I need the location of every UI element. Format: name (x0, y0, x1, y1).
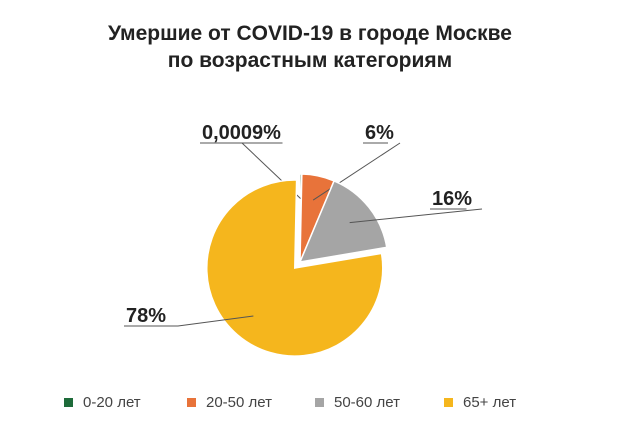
legend-label-0-20: 0-20 лет (83, 394, 141, 411)
leader-line-50-60 (349, 208, 483, 224)
legend-swatch-0-20 (64, 398, 73, 407)
chart-title-line-1: Умершие от COVID-19 в городе Москве (108, 22, 512, 45)
legend-swatch-50-60 (315, 398, 324, 407)
legend-swatch-20-50 (187, 398, 196, 407)
chart-title-line-2: по возрастным категориям (167, 49, 453, 72)
legend-label-50-60: 50-60 лет (334, 394, 400, 411)
legend-label-65-plus: 65+ лет (463, 394, 517, 411)
legend-item-65-plus: 65+ лет (444, 394, 516, 411)
legend: 0-20 лет 20-50 лет 50-60 лет 65+ лет (0, 394, 620, 416)
pie-slice-50-60 (298, 179, 388, 263)
pie-slice-65-plus (206, 179, 384, 357)
legend-swatch-65-plus (444, 398, 453, 407)
legend-label-20-50: 20-50 лет (206, 394, 272, 411)
data-label-65-plus: 78% (126, 305, 166, 327)
legend-item-50-60: 50-60 лет (315, 394, 400, 411)
chart-title: Умершие от COVID-19 в городе Москве по в… (0, 20, 620, 74)
data-label-20-50: 6% (365, 122, 394, 144)
legend-item-0-20: 0-20 лет (64, 394, 141, 411)
leader-line-20-50 (312, 142, 401, 201)
legend-item-20-50: 20-50 лет (187, 394, 272, 411)
data-label-0-20: 0,0009% (202, 122, 281, 144)
data-label-50-60: 16% (432, 188, 472, 210)
